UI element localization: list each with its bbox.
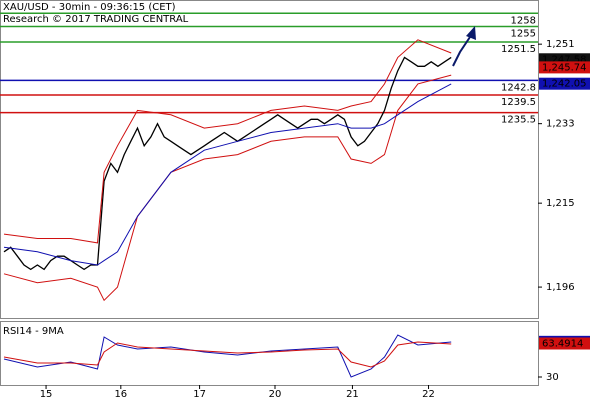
last-value-label: 63.4914 (542, 339, 583, 350)
last-value-box (539, 337, 590, 350)
level-label: 1251.5 (501, 44, 536, 55)
level-label: 1235.5 (501, 115, 536, 126)
level-label: 1242.8 (501, 82, 536, 93)
level-label: 1255 (511, 29, 536, 40)
main-panel (0, 0, 539, 319)
level-label: 1258 (511, 15, 536, 26)
y-tick-label: 1,215 (546, 198, 575, 209)
x-tick-label: 20 (269, 389, 282, 400)
series-line (3, 74, 452, 302)
series-line (3, 341, 452, 368)
series-line (3, 56, 452, 271)
y-tick-label: 1,196 (546, 282, 575, 293)
last-value-box (539, 77, 590, 90)
last-value-label: 1,247.58 (542, 54, 587, 65)
series-line (3, 83, 452, 266)
x-tick-label: 17 (193, 389, 206, 400)
x-tick-label: 15 (40, 389, 53, 400)
last-value-label: 1,242.05 (542, 79, 587, 90)
x-tick-label: 21 (346, 389, 359, 400)
y-tick-label: 1,251 (546, 39, 575, 50)
chart-subtitle: Research © 2017 TRADING CENTRAL (3, 14, 189, 25)
series-line (3, 334, 452, 378)
y-tick-label: 1,233 (546, 119, 575, 130)
x-tick-label: 22 (422, 389, 435, 400)
rsi-panel (0, 321, 539, 386)
x-tick-label: 16 (114, 389, 127, 400)
series-line (3, 39, 452, 244)
last-value-label: 1,245.74 (542, 62, 587, 73)
projection-arrow (452, 26, 476, 67)
rsi-title: RSI14 - 9MA (3, 326, 64, 337)
y-tick-label: 30 (546, 372, 559, 383)
level-label: 1239.5 (501, 97, 536, 108)
last-value-box (539, 61, 590, 74)
chart-title: XAU/USD - 30min - 09:36:15 (CET) (3, 2, 176, 13)
